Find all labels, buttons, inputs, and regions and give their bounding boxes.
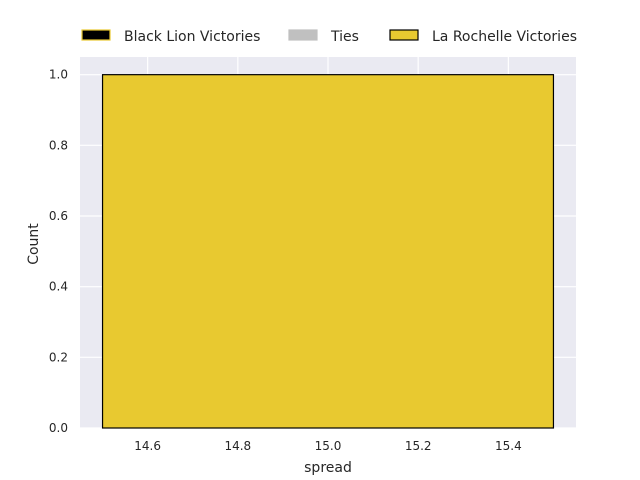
x-axis-label: spread bbox=[304, 460, 352, 476]
bars bbox=[101, 74, 555, 429]
x-axis-ticks: 14.6 14.8 15.0 15.2 15.4 bbox=[134, 439, 521, 453]
x-tick-label-1: 14.8 bbox=[224, 439, 251, 453]
x-tick-label-3: 15.2 bbox=[405, 439, 432, 453]
legend-swatch-0 bbox=[81, 29, 111, 41]
legend-label-0: Black Lion Victories bbox=[124, 29, 260, 45]
x-tick-label-0: 14.6 bbox=[134, 439, 161, 453]
x-tick-label-4: 15.4 bbox=[495, 439, 522, 453]
y-tick-label-0: 0.0 bbox=[49, 421, 68, 435]
y-tick-label-3: 0.6 bbox=[49, 209, 68, 223]
legend-label-1: Ties bbox=[330, 29, 359, 45]
legend-label-2: La Rochelle Victories bbox=[432, 29, 577, 45]
y-axis-ticks: 0.0 0.2 0.4 0.6 0.8 1.0 bbox=[49, 68, 68, 435]
legend: Black Lion Victories Ties La Rochelle Vict… bbox=[81, 29, 577, 45]
y-tick-label-2: 0.4 bbox=[49, 280, 68, 294]
x-tick-label-2: 15.0 bbox=[315, 439, 342, 453]
y-axis-label: Count bbox=[26, 223, 42, 265]
y-tick-label-4: 0.8 bbox=[49, 138, 68, 152]
legend-swatch-2 bbox=[389, 29, 419, 41]
y-tick-label-5: 1.0 bbox=[49, 68, 68, 82]
legend-swatch-1 bbox=[288, 29, 318, 41]
bar-0 bbox=[101, 74, 555, 429]
y-tick-label-1: 0.2 bbox=[49, 350, 68, 364]
